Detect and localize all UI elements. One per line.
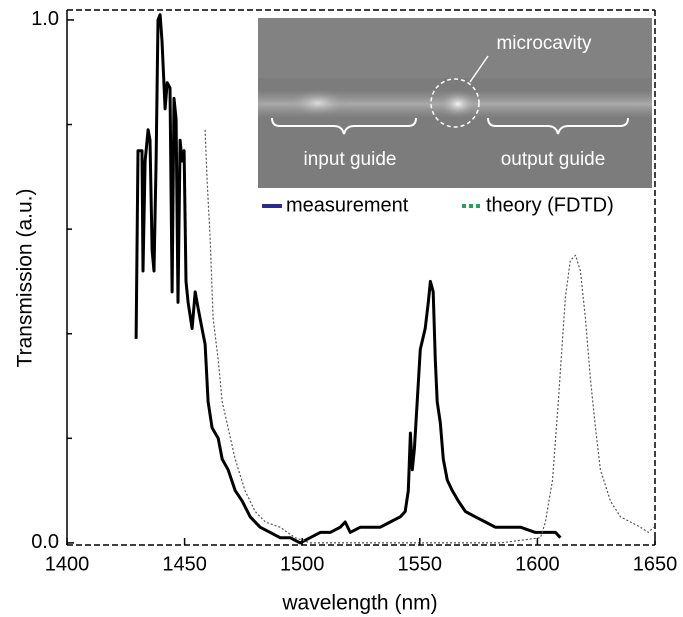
cavity-glow <box>438 90 478 118</box>
inset-label: microcavity <box>496 33 592 54</box>
series-line <box>134 13 562 545</box>
legend-label: theory (FDTD) <box>486 194 614 216</box>
x-tick-label: 1650 <box>633 553 678 575</box>
legend-label: measurement <box>286 194 409 216</box>
y-tick-label: 1.0 <box>31 8 59 30</box>
y-axis-title: Transmission (a.u.) <box>14 189 37 368</box>
x-axis-title: wavelength (nm) <box>281 592 437 615</box>
inset-image: microcavity input guide output guide <box>258 18 652 188</box>
x-tick-label: 1500 <box>280 553 325 575</box>
output-brace <box>487 117 629 135</box>
x-tick-label: 1450 <box>162 553 207 575</box>
cavity-circle <box>430 78 480 128</box>
inset-right-label: output guide <box>501 149 606 170</box>
x-tick-label: 1400 <box>45 553 90 575</box>
input-glow <box>288 89 348 117</box>
inset-left-label: input guide <box>304 149 397 170</box>
inset-shade <box>258 18 652 78</box>
input-brace <box>271 117 417 135</box>
series-line <box>204 129 655 544</box>
callout-line <box>469 55 489 83</box>
y-tick-label: 0.0 <box>31 531 59 553</box>
x-tick-label: 1600 <box>515 553 560 575</box>
x-tick-label: 1550 <box>398 553 443 575</box>
